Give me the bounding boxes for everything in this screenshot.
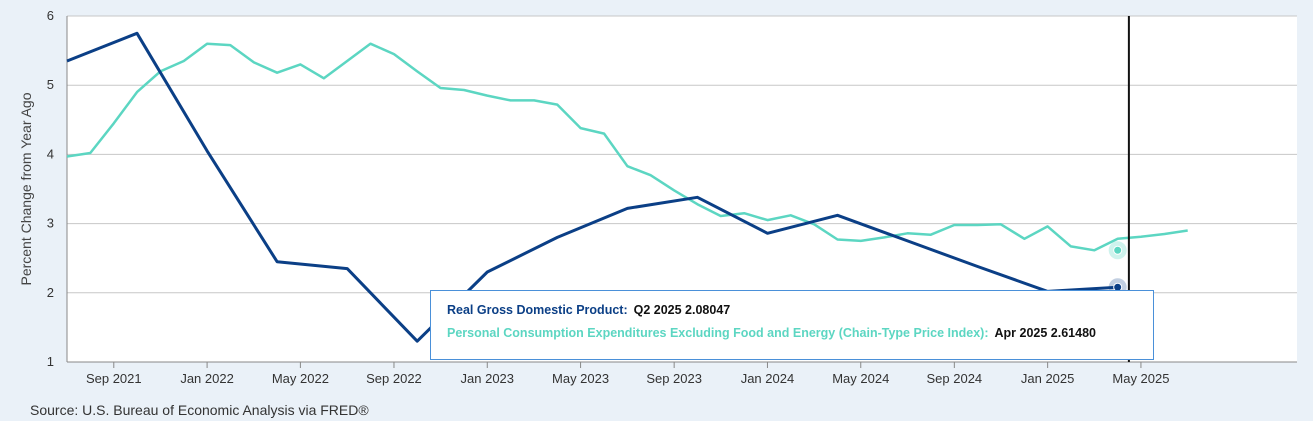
y-tick-label: 3	[47, 216, 54, 231]
tooltip-gdp-value: Q2 2025 2.08047	[633, 303, 731, 317]
x-tick-label: Jan 2025	[1021, 371, 1075, 386]
x-tick-label: Sep 2024	[927, 371, 983, 386]
hover-marker-pce	[1113, 245, 1123, 255]
x-tick-label: Jan 2022	[180, 371, 234, 386]
tooltip-row-pce: Personal Consumption Expenditures Exclud…	[447, 326, 1153, 349]
tooltip-gdp-label: Real Gross Domestic Product:	[447, 303, 628, 317]
x-tick-label: May 2023	[552, 371, 609, 386]
tooltip-pce-label: Personal Consumption Expenditures Exclud…	[447, 326, 989, 340]
y-tick-label: 5	[47, 77, 54, 92]
x-tick-label: Jan 2024	[741, 371, 795, 386]
x-axis-ticks: Sep 2021 Jan 2022 May 2022 Sep 2022 Jan 2023…	[86, 362, 1169, 386]
y-axis-label: Percent Change from Year Ago	[18, 92, 34, 285]
tooltip: Real Gross Domestic Product: Q2 2025 2.08…	[430, 290, 1154, 360]
series-lines	[66, 31, 1188, 343]
x-tick-label: Jan 2023	[461, 371, 515, 386]
x-tick-label: May 2024	[832, 371, 889, 386]
y-tick-label: 4	[47, 146, 54, 161]
tooltip-pce-value: Apr 2025 2.61480	[994, 326, 1096, 340]
y-tick-label: 1	[47, 354, 54, 369]
x-tick-label: Sep 2023	[646, 371, 702, 386]
source-note: Source: U.S. Bureau of Economic Analysis…	[30, 402, 369, 418]
y-axis-ticks: 1 2 3 4 5 6	[47, 8, 54, 369]
y-tick-label: 6	[47, 8, 54, 23]
x-tick-label: May 2022	[272, 371, 329, 386]
series-line-gdp	[66, 31, 1118, 343]
x-tick-label: Sep 2022	[366, 371, 422, 386]
series-line-pce	[66, 42, 1188, 252]
x-tick-label: May 2025	[1112, 371, 1169, 386]
y-tick-label: 2	[47, 285, 54, 300]
x-tick-label: Sep 2021	[86, 371, 142, 386]
tooltip-row-gdp: Real Gross Domestic Product: Q2 2025 2.08…	[447, 303, 1153, 326]
